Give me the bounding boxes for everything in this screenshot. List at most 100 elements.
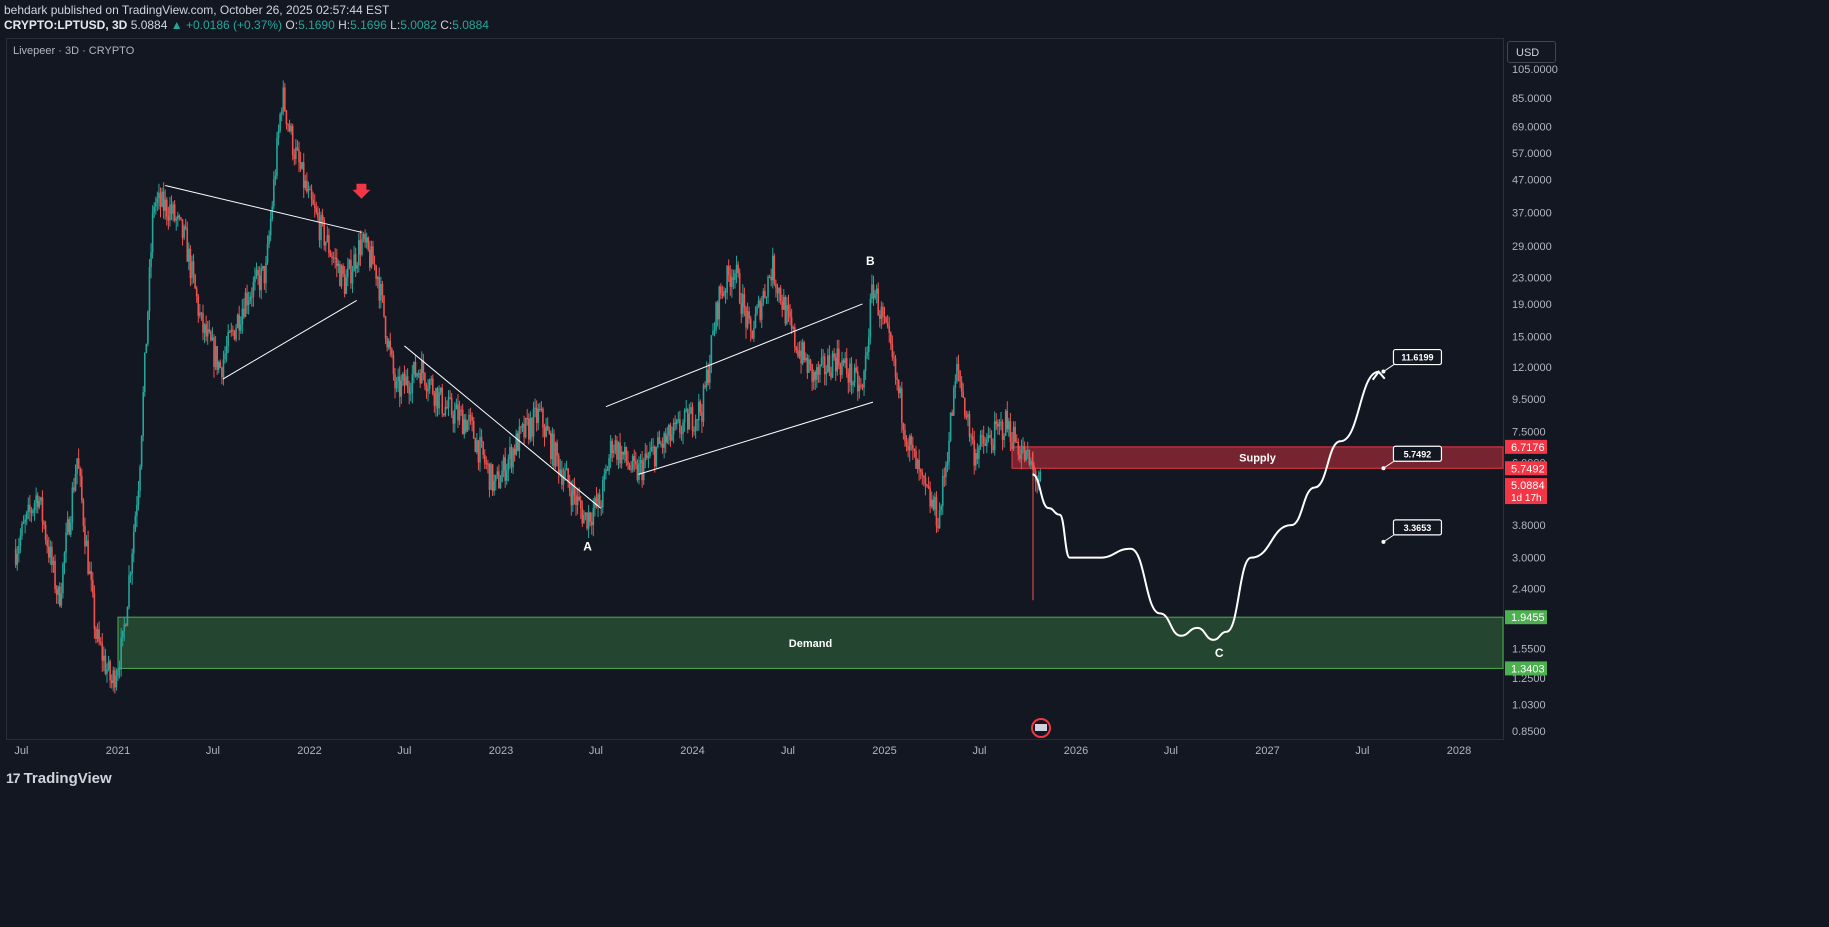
ohlc-line: CRYPTO:LPTUSD, 3D 5.0884 ▲ +0.0186 (+0.3… bbox=[4, 18, 489, 33]
candle-body bbox=[435, 387, 437, 406]
candle-body bbox=[110, 680, 113, 683]
candle-body bbox=[474, 438, 477, 452]
candle-body bbox=[164, 199, 167, 211]
event-flag-inner bbox=[1035, 724, 1047, 731]
candle-body bbox=[847, 373, 850, 383]
candle-body bbox=[712, 330, 714, 336]
candle-body bbox=[943, 476, 946, 478]
candle-body bbox=[246, 292, 248, 306]
candle-body bbox=[428, 380, 431, 390]
candle-body bbox=[856, 371, 859, 392]
candle-body bbox=[449, 397, 451, 399]
candle-body bbox=[902, 422, 905, 430]
candle-body bbox=[414, 361, 417, 377]
tradingview-logo[interactable]: 17 TradingView bbox=[6, 770, 112, 787]
candle-body bbox=[877, 288, 880, 316]
candle-body bbox=[76, 458, 78, 474]
candle-body bbox=[485, 463, 488, 465]
candle-body bbox=[713, 330, 716, 332]
candle-body bbox=[465, 419, 467, 432]
candle-body bbox=[636, 464, 639, 481]
candle-body bbox=[254, 276, 256, 282]
candle-body bbox=[679, 419, 681, 433]
candle-body bbox=[601, 480, 604, 508]
candle-body bbox=[990, 437, 993, 445]
candle-body bbox=[834, 357, 837, 372]
candle-body bbox=[25, 511, 28, 520]
candle-body bbox=[265, 262, 267, 284]
candle-body bbox=[916, 459, 919, 469]
candle-body bbox=[893, 357, 895, 359]
candle-body bbox=[77, 458, 80, 469]
candle-body bbox=[762, 291, 765, 304]
candle-body bbox=[968, 414, 971, 437]
candle-body bbox=[1000, 421, 1002, 423]
candle-body bbox=[444, 407, 447, 416]
candle-body bbox=[291, 125, 294, 156]
candle-body bbox=[1019, 454, 1021, 459]
candle-body bbox=[753, 328, 755, 339]
candle-body bbox=[328, 235, 330, 253]
price-badge bbox=[1505, 461, 1547, 476]
candle-body bbox=[99, 641, 102, 644]
candle-body bbox=[790, 317, 793, 329]
candle-body bbox=[214, 346, 217, 367]
trendline bbox=[605, 303, 863, 408]
candle-body bbox=[820, 357, 823, 365]
candle-body bbox=[32, 510, 34, 513]
candle-body bbox=[782, 297, 785, 310]
y-tick-label: 1.5500 bbox=[1512, 643, 1546, 655]
candle-body bbox=[773, 255, 776, 284]
candle-body bbox=[1031, 460, 1034, 466]
candle-body bbox=[565, 468, 568, 471]
candle-body bbox=[367, 237, 370, 250]
candle-body bbox=[16, 553, 19, 565]
candle-body bbox=[216, 346, 218, 370]
candle-body bbox=[767, 276, 769, 297]
y-tick-label: 0.8500 bbox=[1512, 726, 1546, 738]
candle-body bbox=[502, 457, 505, 471]
candle-body bbox=[167, 216, 170, 221]
candle-body bbox=[82, 500, 85, 526]
candle-body bbox=[1022, 446, 1024, 450]
candle-body bbox=[73, 487, 75, 491]
candle-body bbox=[646, 453, 648, 458]
candle-body bbox=[635, 461, 637, 465]
candle-body bbox=[819, 364, 821, 375]
candle-body bbox=[992, 444, 994, 451]
candle-body bbox=[391, 349, 393, 355]
price-chart[interactable]: Jul 2021 Jul 2022 Jul 2023 Jul 2024 Jul 2025 Jul 20… bbox=[0, 0, 1568, 795]
currency-selector[interactable]: USD bbox=[1507, 41, 1556, 63]
candle-body bbox=[776, 288, 779, 294]
candle-body bbox=[721, 293, 724, 296]
candle-body bbox=[184, 226, 187, 229]
candle-body bbox=[323, 219, 325, 246]
candle-body bbox=[979, 435, 982, 448]
candle-body bbox=[487, 463, 489, 465]
candle-body bbox=[639, 460, 642, 464]
chart-pane[interactable] bbox=[6, 38, 1504, 740]
candle-body bbox=[926, 484, 928, 487]
price-badge bbox=[1505, 661, 1547, 676]
candle-body bbox=[222, 359, 225, 378]
candle-body bbox=[1012, 426, 1015, 450]
candle-body bbox=[910, 435, 913, 445]
candle-body bbox=[1028, 450, 1031, 465]
candle-body bbox=[696, 419, 699, 421]
candle-body bbox=[579, 500, 582, 509]
supply-label: Supply bbox=[1239, 453, 1277, 465]
x-tick-label: Jul bbox=[1164, 745, 1178, 757]
candle-body bbox=[98, 629, 100, 642]
x-tick-label: 2023 bbox=[489, 745, 513, 757]
candle-body bbox=[927, 486, 930, 489]
tv-logo-icon: 17 bbox=[6, 770, 21, 786]
candle-body bbox=[1014, 426, 1016, 442]
candle-body bbox=[194, 274, 196, 289]
candle-body bbox=[974, 453, 977, 466]
y-tick-label: 15.0000 bbox=[1512, 331, 1552, 343]
candle-body bbox=[768, 276, 771, 278]
candle-body bbox=[71, 487, 74, 523]
candle-body bbox=[416, 373, 418, 377]
candle-body bbox=[62, 563, 64, 594]
candle-body bbox=[734, 273, 736, 280]
